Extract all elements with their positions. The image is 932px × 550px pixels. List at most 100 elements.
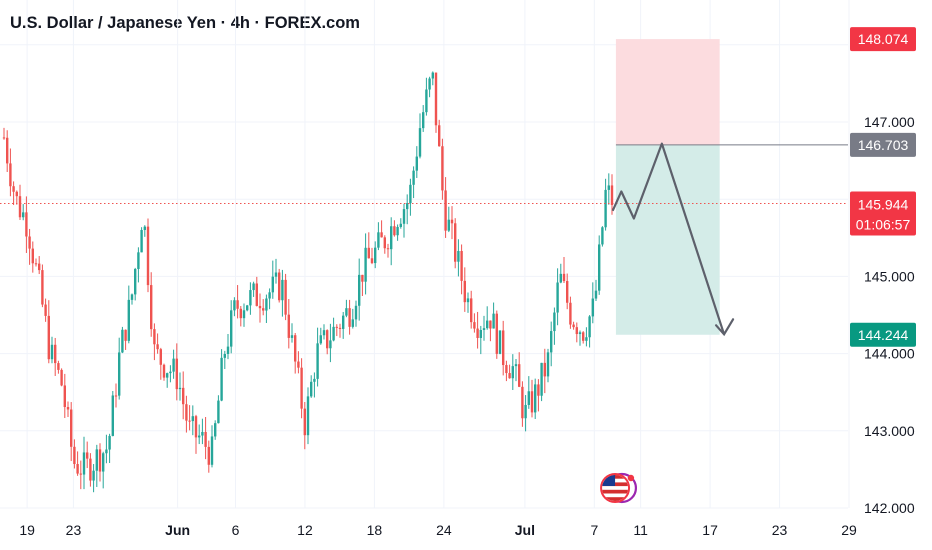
candle (463, 267, 466, 312)
x-tick-label: 23 (66, 522, 82, 538)
candle (25, 196, 28, 253)
candle (447, 206, 450, 233)
candle (258, 293, 262, 323)
candle (294, 332, 297, 374)
candle (50, 336, 54, 364)
candle (28, 228, 31, 265)
candle (226, 334, 230, 360)
candle (495, 310, 498, 359)
candle (82, 436, 86, 490)
candle (508, 364, 511, 379)
candle (348, 299, 351, 335)
candle (393, 220, 396, 237)
x-tick-label: 23 (772, 522, 788, 538)
candle (140, 227, 143, 253)
candle (543, 348, 546, 394)
position-zones[interactable] (615, 39, 848, 335)
candle (278, 268, 281, 303)
candle (358, 258, 361, 321)
candle (332, 317, 335, 342)
candle (111, 390, 114, 437)
candle (44, 298, 47, 322)
candle (444, 177, 447, 238)
candle (342, 311, 345, 339)
x-tick-label: 29 (841, 522, 857, 538)
price-axis[interactable]: 142.000 143.000 144.000 145.000 147.000 (864, 114, 915, 516)
candle (217, 395, 220, 424)
candle (310, 375, 313, 398)
candle (182, 371, 185, 420)
candle (134, 267, 137, 301)
candle (63, 373, 66, 419)
candle (86, 441, 89, 469)
candle (290, 323, 294, 343)
candle (18, 184, 22, 220)
candle (380, 220, 383, 238)
candle (383, 235, 386, 254)
candle (335, 324, 338, 337)
candle (98, 443, 102, 482)
candle (281, 269, 284, 317)
candle (249, 282, 252, 315)
time-axis[interactable]: 19 23 Jun 6 12 18 24 Jul 7 11 17 23 29 (19, 522, 857, 538)
entry-price-label: 146.703 (858, 137, 909, 153)
candle (262, 299, 265, 316)
stop-price-badge: 148.074 (850, 27, 916, 52)
candle (194, 414, 198, 454)
candle (118, 337, 121, 400)
take-profit-zone[interactable] (615, 144, 720, 335)
candle (556, 268, 559, 326)
candle (338, 323, 342, 338)
candle (351, 308, 354, 329)
candle (124, 329, 127, 350)
candle (204, 416, 207, 460)
candle (370, 247, 374, 265)
candle (326, 329, 329, 355)
stop-loss-zone[interactable] (615, 39, 720, 145)
candle (540, 362, 543, 402)
arrow-head (714, 318, 735, 337)
candle (482, 315, 486, 341)
candle (201, 418, 204, 445)
y-tick-label: 145.000 (864, 268, 915, 284)
candle (233, 297, 236, 317)
x-tick-label: 19 (19, 522, 35, 538)
candle (143, 225, 146, 237)
candle (220, 349, 223, 402)
candle (70, 402, 73, 462)
candle (156, 333, 159, 354)
candle (146, 218, 150, 293)
candle (178, 372, 182, 401)
candle (22, 204, 25, 221)
candle (79, 460, 82, 490)
candle (450, 206, 454, 240)
candle (271, 260, 274, 299)
candle (489, 320, 492, 342)
candle (300, 358, 303, 419)
candle (518, 352, 521, 388)
candle (457, 239, 460, 277)
candle (210, 425, 214, 468)
candle (198, 424, 201, 445)
candle (409, 178, 412, 216)
candle (153, 323, 156, 361)
event-icons[interactable] (600, 472, 638, 504)
candle (303, 402, 306, 450)
candle (287, 299, 290, 349)
candle (604, 178, 607, 231)
candle (127, 285, 130, 344)
x-tick-label: Jun (165, 522, 190, 538)
candle (412, 166, 415, 199)
candle (130, 293, 134, 305)
x-tick-label: 12 (297, 522, 313, 538)
candle (585, 327, 588, 347)
candle (150, 272, 153, 337)
us-flag-icon[interactable] (600, 473, 631, 503)
candle (610, 174, 614, 215)
projection-line[interactable] (611, 142, 726, 335)
candle (188, 405, 191, 431)
candle (316, 327, 319, 387)
projection-path[interactable] (611, 142, 735, 337)
candle (105, 434, 108, 464)
